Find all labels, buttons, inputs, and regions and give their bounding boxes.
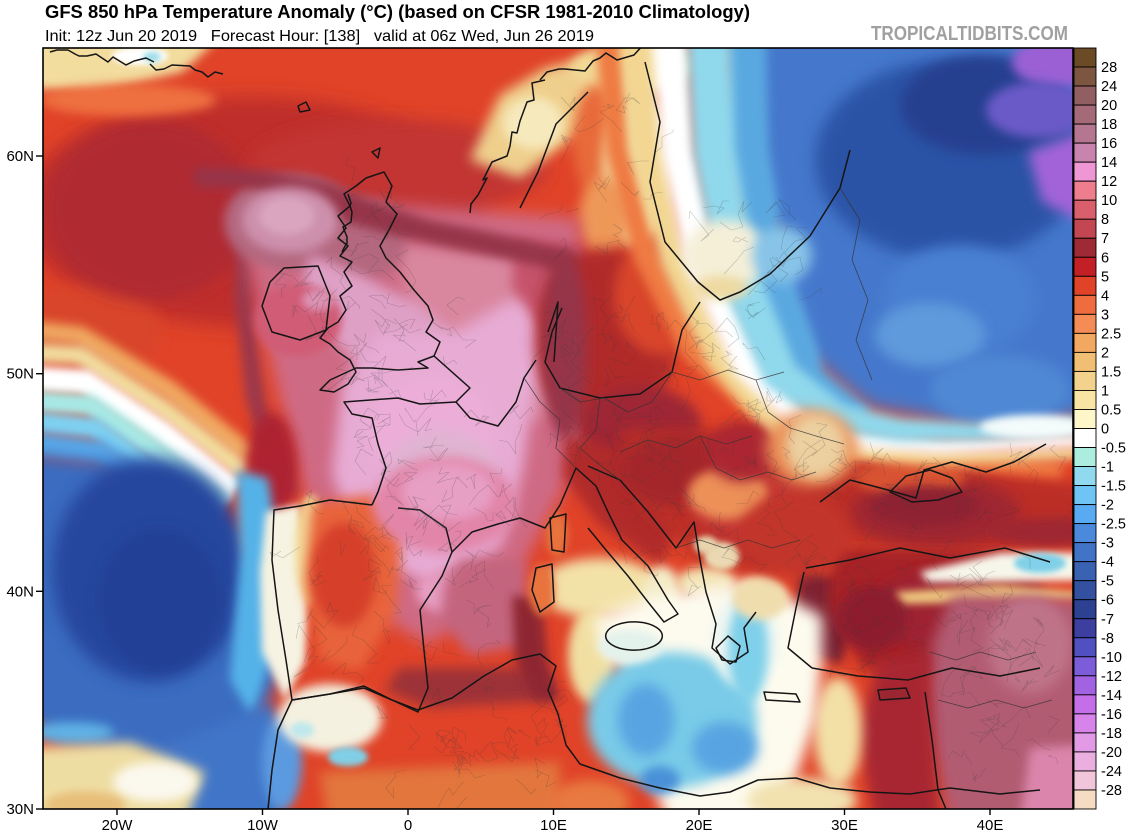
svg-text:-28: -28 <box>1101 783 1122 799</box>
svg-text:14: 14 <box>1101 155 1117 171</box>
svg-text:-18: -18 <box>1101 726 1122 742</box>
svg-text:3: 3 <box>1101 307 1109 323</box>
svg-text:-6: -6 <box>1101 593 1114 609</box>
svg-text:12: 12 <box>1101 174 1117 190</box>
svg-text:8: 8 <box>1101 212 1109 228</box>
svg-text:-10: -10 <box>1101 650 1122 666</box>
svg-text:-2.5: -2.5 <box>1101 517 1126 533</box>
svg-text:4: 4 <box>1101 288 1109 304</box>
svg-text:10: 10 <box>1101 193 1117 209</box>
svg-text:16: 16 <box>1101 136 1117 152</box>
svg-text:-0.5: -0.5 <box>1101 441 1126 457</box>
svg-text:TROPICALTIDBITS.COM: TROPICALTIDBITS.COM <box>871 22 1068 45</box>
svg-text:-8: -8 <box>1101 631 1114 647</box>
svg-text:10W: 10W <box>247 817 279 834</box>
svg-text:50N: 50N <box>6 366 34 383</box>
svg-text:GFS 850 hPa Temperature Anomal: GFS 850 hPa Temperature Anomaly (°C) (ba… <box>45 1 750 22</box>
svg-text:2: 2 <box>1101 345 1109 361</box>
svg-text:20: 20 <box>1101 98 1117 114</box>
svg-text:0: 0 <box>1101 422 1109 438</box>
svg-text:2.5: 2.5 <box>1101 326 1121 342</box>
svg-text:1: 1 <box>1101 383 1109 399</box>
svg-text:-5: -5 <box>1101 574 1114 590</box>
svg-text:-20: -20 <box>1101 745 1122 761</box>
svg-text:-12: -12 <box>1101 669 1122 685</box>
svg-text:-16: -16 <box>1101 707 1122 723</box>
svg-text:40N: 40N <box>6 583 34 600</box>
svg-text:30N: 30N <box>6 801 34 818</box>
svg-text:10E: 10E <box>540 817 567 834</box>
svg-text:28: 28 <box>1101 60 1117 76</box>
svg-text:0: 0 <box>404 817 412 834</box>
svg-text:-3: -3 <box>1101 536 1114 552</box>
svg-text:7: 7 <box>1101 231 1109 247</box>
svg-text:20E: 20E <box>686 817 713 834</box>
svg-text:Init: 12z Jun 20 2019 Foreca: Init: 12z Jun 20 2019 Forecast Hour: [13… <box>45 28 594 45</box>
svg-text:-7: -7 <box>1101 612 1114 628</box>
svg-text:18: 18 <box>1101 117 1117 133</box>
svg-text:40E: 40E <box>977 817 1004 834</box>
svg-text:20W: 20W <box>102 817 134 834</box>
svg-text:6: 6 <box>1101 250 1109 266</box>
svg-text:-14: -14 <box>1101 688 1122 704</box>
svg-text:30E: 30E <box>831 817 858 834</box>
svg-text:24: 24 <box>1101 79 1117 95</box>
svg-text:-2: -2 <box>1101 498 1114 514</box>
svg-text:5: 5 <box>1101 269 1109 285</box>
svg-text:60N: 60N <box>6 148 34 165</box>
svg-text:1.5: 1.5 <box>1101 364 1121 380</box>
svg-text:-1: -1 <box>1101 460 1114 476</box>
svg-text:-24: -24 <box>1101 764 1122 780</box>
svg-text:0.5: 0.5 <box>1101 403 1121 419</box>
svg-text:-4: -4 <box>1101 555 1114 571</box>
svg-text:-1.5: -1.5 <box>1101 479 1126 495</box>
